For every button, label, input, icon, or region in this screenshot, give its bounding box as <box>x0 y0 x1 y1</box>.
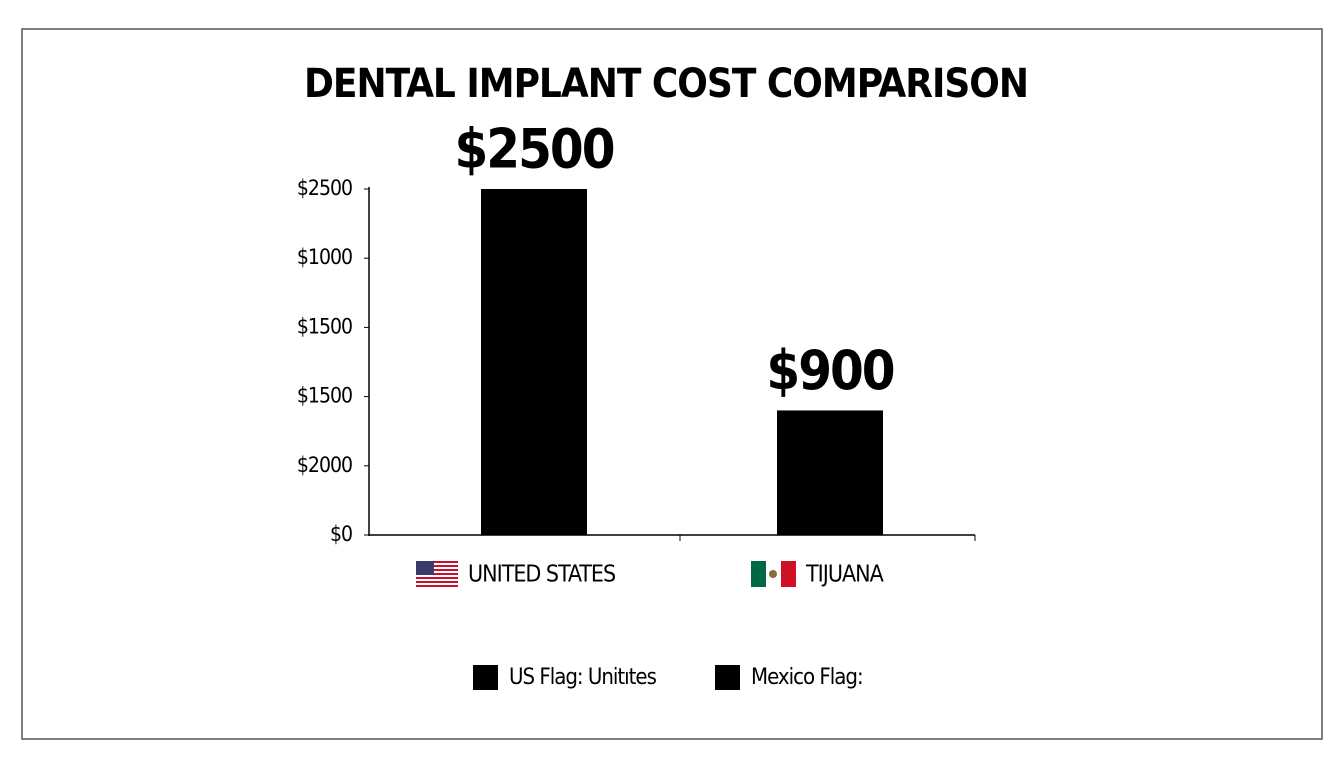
legend-label: US Flag: Unitıtes <box>509 665 657 690</box>
legend-swatch <box>473 665 498 690</box>
x-tick-label: UNITED STATES <box>468 562 615 588</box>
legend-label: Mexico Flag: <box>751 665 863 690</box>
chart-title: DENTAL IMPLANT COST COMPARISON <box>304 61 1028 107</box>
y-tick-label: $0 <box>330 522 352 546</box>
x-tick-label: TIJUANA <box>805 562 884 588</box>
bar <box>777 410 883 535</box>
value-label: $2500 <box>454 118 613 181</box>
value-label: $900 <box>766 339 893 402</box>
us-flag <box>416 561 458 587</box>
frame <box>21 28 1323 740</box>
y-tick-label: $1500 <box>297 314 352 338</box>
y-tick-label: $2500 <box>297 176 352 200</box>
y-tick-label: $1500 <box>297 384 352 408</box>
legend-swatch <box>715 665 740 690</box>
y-tick-label: $2000 <box>297 453 352 477</box>
bar <box>481 189 587 535</box>
mexico-flag <box>751 561 796 587</box>
y-tick-label: $1000 <box>297 245 352 269</box>
